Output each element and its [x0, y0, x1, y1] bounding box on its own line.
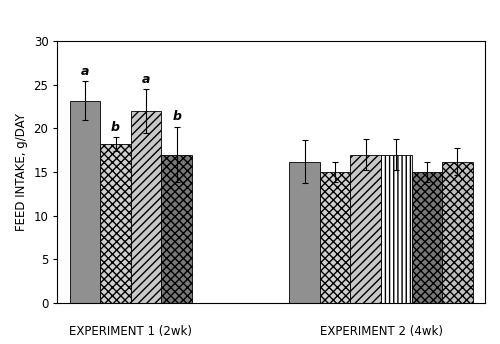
Bar [100, 144, 131, 303]
Bar [320, 172, 350, 303]
Bar [412, 172, 442, 303]
Bar [350, 154, 381, 303]
Bar [162, 154, 192, 303]
Text: a: a [81, 65, 89, 78]
Bar [381, 154, 412, 303]
Text: b: b [111, 121, 120, 134]
Text: b: b [172, 110, 181, 123]
Bar [131, 111, 162, 303]
Text: a: a [142, 73, 150, 86]
Text: EXPERIMENT 2 (4wk): EXPERIMENT 2 (4wk) [320, 324, 442, 337]
Bar [290, 162, 320, 303]
Text: EXPERIMENT 1 (2wk): EXPERIMENT 1 (2wk) [70, 324, 192, 337]
Bar [442, 162, 473, 303]
Y-axis label: FEED INTAKE, g/DAY: FEED INTAKE, g/DAY [15, 113, 28, 231]
Bar [70, 100, 100, 303]
